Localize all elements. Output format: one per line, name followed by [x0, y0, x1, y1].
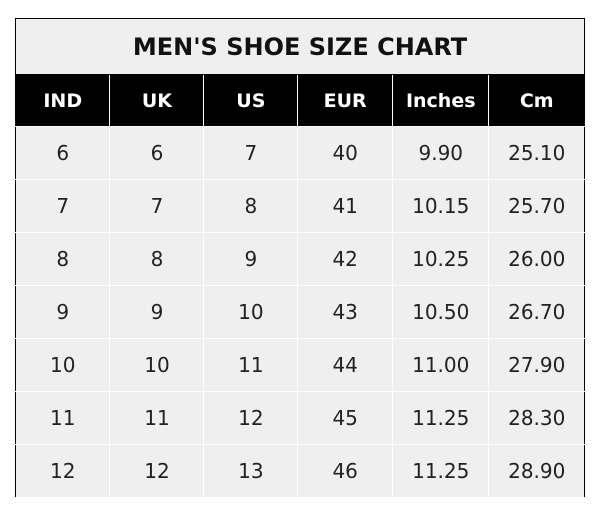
table-cell: 9 [109, 285, 205, 339]
table-cell: 11.00 [392, 338, 490, 392]
table-cell: 28.90 [488, 444, 585, 498]
table-row: 6 6 7 40 9.90 25.10 [15, 126, 585, 180]
table-cell: 7 [15, 179, 111, 233]
table-cell: 10 [15, 338, 111, 392]
table-cell: 6 [109, 126, 205, 180]
table-row: 12 12 13 46 11.25 28.90 [15, 444, 585, 498]
table-cell: 11.25 [392, 444, 490, 498]
table-cell: 45 [297, 391, 394, 445]
table-row: 10 10 11 44 11.00 27.90 [15, 338, 585, 392]
table-cell: 7 [203, 126, 299, 180]
table-cell: 26.00 [488, 232, 585, 286]
table-cell: 41 [297, 179, 394, 233]
table-cell: 42 [297, 232, 394, 286]
chart-title: MEN'S SHOE SIZE CHART [15, 18, 585, 75]
table-row: 11 11 12 45 11.25 28.30 [15, 391, 585, 445]
column-header-cm: Cm [488, 74, 585, 127]
table-cell: 10 [203, 285, 299, 339]
table-cell: 9.90 [392, 126, 490, 180]
table-cell: 6 [15, 126, 111, 180]
table-body: 6 6 7 40 9.90 25.10 7 7 8 41 10.15 25.70 8 8 9 42 10.25 2… [15, 126, 585, 498]
table-cell: 27.90 [488, 338, 585, 392]
table-cell: 12 [203, 391, 299, 445]
table-cell: 11 [203, 338, 299, 392]
table-cell: 46 [297, 444, 394, 498]
table-cell: 9 [15, 285, 111, 339]
table-cell: 25.70 [488, 179, 585, 233]
table-cell: 44 [297, 338, 394, 392]
table-cell: 8 [203, 179, 299, 233]
column-header-eur: EUR [297, 74, 393, 127]
header-row: IND UK US EUR Inches Cm [15, 74, 585, 127]
table-cell: 7 [109, 179, 205, 233]
table-cell: 13 [203, 444, 299, 498]
table-cell: 11.25 [392, 391, 490, 445]
table-cell: 11 [109, 391, 205, 445]
column-header-us: US [203, 74, 298, 127]
column-header-inches: Inches [392, 74, 489, 127]
table-cell: 28.30 [488, 391, 585, 445]
table-cell: 40 [297, 126, 394, 180]
column-header-ind: IND [43, 89, 83, 112]
table-cell: 11 [15, 391, 111, 445]
table-cell: 25.10 [488, 126, 585, 180]
table-cell: 10.50 [392, 285, 490, 339]
table-row: 8 8 9 42 10.25 26.00 [15, 232, 585, 286]
table-row: 9 9 10 43 10.50 26.70 [15, 285, 585, 339]
size-chart-table: MEN'S SHOE SIZE CHART IND UK US EUR Inches Cm… [15, 18, 585, 498]
table-cell: 9 [203, 232, 299, 286]
table-cell: 10.25 [392, 232, 490, 286]
column-header-uk: UK [109, 74, 204, 127]
table-cell: 12 [15, 444, 111, 498]
table-cell: 10 [109, 338, 205, 392]
table-cell: 8 [109, 232, 205, 286]
table-cell: 10.15 [392, 179, 490, 233]
table-cell: 43 [297, 285, 394, 339]
table-cell: 12 [109, 444, 205, 498]
table-cell: 26.70 [488, 285, 585, 339]
table-cell: 8 [15, 232, 111, 286]
table-row: 7 7 8 41 10.15 25.70 [15, 179, 585, 233]
